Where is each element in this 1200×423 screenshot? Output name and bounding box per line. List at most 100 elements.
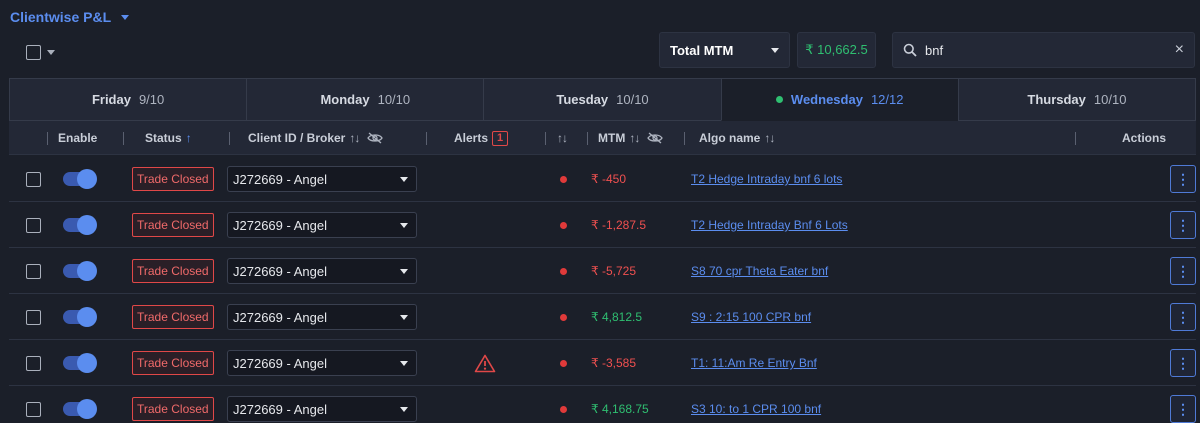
- chevron-down-icon: [400, 176, 408, 182]
- column-divider: [1075, 132, 1076, 145]
- enable-toggle[interactable]: [63, 399, 97, 419]
- enable-toggle[interactable]: [63, 353, 97, 373]
- client-broker-select[interactable]: J272669 - Angel: [227, 350, 417, 376]
- tab-thursday[interactable]: Thursday 10/10: [957, 78, 1197, 121]
- status-dot-icon: [560, 175, 567, 183]
- more-actions-button[interactable]: ⋮: [1170, 349, 1196, 377]
- tab-tuesday[interactable]: Tuesday 10/10: [483, 78, 722, 121]
- enable-cell: [63, 156, 97, 202]
- total-mtm-value: ₹ 10,662.5: [797, 32, 876, 68]
- client-cell: J272669 - Angel: [227, 156, 417, 202]
- client-broker-value: J272669 - Angel: [233, 171, 327, 187]
- algo-cell: T1: 11:Am Re Entry Bnf: [691, 340, 817, 386]
- bulk-select[interactable]: [26, 45, 55, 60]
- column-divider: [587, 132, 588, 145]
- sort-icon[interactable]: ↑↓: [557, 131, 568, 145]
- mtm-value: ₹ 4,812.5: [591, 310, 643, 324]
- client-broker-select[interactable]: J272669 - Angel: [227, 212, 417, 238]
- search-box[interactable]: ×: [892, 32, 1195, 68]
- column-algo[interactable]: Algo name ↑↓: [699, 121, 775, 155]
- row-checkbox[interactable]: [26, 171, 41, 187]
- eye-off-icon[interactable]: [647, 132, 664, 144]
- alerts-count-badge: 1: [492, 130, 509, 146]
- row-select-cell: [26, 340, 41, 386]
- row-checkbox[interactable]: [26, 263, 41, 279]
- column-divider: [123, 132, 124, 145]
- status-dot-cell: [560, 294, 567, 340]
- algo-link[interactable]: T1: 11:Am Re Entry Bnf: [691, 356, 817, 370]
- client-broker-select[interactable]: J272669 - Angel: [227, 304, 417, 330]
- tab-friday[interactable]: Friday 9/10: [9, 78, 248, 121]
- algo-link[interactable]: S8 70 cpr Theta Eater bnf: [691, 264, 829, 278]
- more-actions-button[interactable]: ⋮: [1170, 165, 1196, 193]
- column-status[interactable]: Status ↑: [145, 121, 192, 155]
- tab-wednesday[interactable]: Wednesday 12/12: [720, 78, 959, 121]
- actions-cell: ⋮: [1170, 202, 1196, 248]
- algo-link[interactable]: T2 Hedge Intraday bnf 6 lots: [691, 172, 843, 186]
- algo-link[interactable]: T2 Hedge Intraday Bnf 6 Lots: [691, 218, 848, 232]
- kebab-menu-icon: ⋮: [1176, 400, 1190, 417]
- client-broker-select[interactable]: J272669 - Angel: [227, 166, 417, 192]
- row-checkbox[interactable]: [26, 355, 41, 371]
- eye-off-icon[interactable]: [367, 132, 384, 144]
- more-actions-button[interactable]: ⋮: [1170, 257, 1196, 285]
- chevron-down-icon[interactable]: [47, 50, 55, 55]
- column-alerts-label: Alerts: [454, 131, 489, 145]
- more-actions-button[interactable]: ⋮: [1170, 303, 1196, 331]
- algo-cell: S9 : 2:15 100 CPR bnf: [691, 294, 811, 340]
- select-all-checkbox[interactable]: [26, 45, 41, 60]
- sort-icon[interactable]: ↑↓: [349, 131, 360, 145]
- sort-icon[interactable]: ↑↓: [629, 131, 640, 145]
- tab-count: 10/10: [377, 92, 411, 107]
- status-cell: Trade Closed: [132, 386, 214, 423]
- mtm-value: ₹ -450: [591, 172, 626, 186]
- column-client[interactable]: Client ID / Broker ↑↓: [248, 121, 384, 155]
- status-badge: Trade Closed: [132, 213, 214, 237]
- column-dot-sort[interactable]: ↑↓: [557, 121, 568, 155]
- chevron-down-icon: [121, 15, 130, 20]
- client-broker-select[interactable]: J272669 - Angel: [227, 396, 417, 422]
- enable-cell: [63, 202, 97, 248]
- mtm-value: ₹ -1,287.5: [591, 218, 647, 232]
- status-badge: Trade Closed: [132, 305, 214, 329]
- more-actions-button[interactable]: ⋮: [1170, 211, 1196, 239]
- status-dot-cell: [560, 248, 567, 294]
- enable-toggle[interactable]: [63, 307, 97, 327]
- close-icon[interactable]: ×: [1174, 41, 1184, 58]
- row-checkbox[interactable]: [26, 309, 41, 325]
- warning-icon[interactable]: [474, 354, 496, 373]
- sort-icon[interactable]: ↑↓: [764, 131, 775, 145]
- row-checkbox[interactable]: [26, 217, 41, 233]
- column-mtm[interactable]: MTM ↑↓: [598, 121, 664, 155]
- page-title-dropdown[interactable]: Clientwise P&L: [10, 9, 130, 25]
- search-input[interactable]: [925, 42, 1167, 58]
- tab-day: Thursday: [1027, 92, 1086, 107]
- algo-link[interactable]: S9 : 2:15 100 CPR bnf: [691, 310, 812, 324]
- chevron-down-icon: [400, 406, 408, 412]
- more-actions-button[interactable]: ⋮: [1170, 395, 1196, 423]
- client-broker-value: J272669 - Angel: [233, 309, 327, 325]
- column-enable: Enable: [58, 121, 97, 155]
- enable-toggle[interactable]: [63, 215, 97, 235]
- status-cell: Trade Closed: [132, 248, 214, 294]
- status-dot-icon: [560, 267, 567, 275]
- row-checkbox[interactable]: [26, 401, 41, 417]
- sort-up-icon[interactable]: ↑: [185, 131, 192, 145]
- table-row: Trade Closed J272669 - Angel ₹ -1,287.5 …: [9, 202, 1196, 248]
- page-title: Clientwise P&L: [10, 9, 112, 25]
- algo-link[interactable]: S3 10: to 1 CPR 100 bnf: [691, 402, 822, 416]
- tab-day: Friday: [91, 92, 131, 107]
- status-badge: Trade Closed: [132, 167, 214, 191]
- status-badge: Trade Closed: [132, 397, 214, 421]
- mtm-cell: ₹ -450: [591, 156, 626, 202]
- enable-toggle[interactable]: [63, 169, 97, 189]
- status-dot-cell: [560, 386, 567, 423]
- mtm-type-select[interactable]: Total MTM: [659, 32, 790, 68]
- client-broker-select[interactable]: J272669 - Angel: [227, 258, 417, 284]
- table-row: Trade Closed J272669 - Angel ₹ -5,725 S8…: [9, 248, 1196, 294]
- tab-monday[interactable]: Monday 10/10: [246, 78, 485, 121]
- mtm-cell: ₹ -3,585: [591, 340, 636, 386]
- table-row: Trade Closed J272669 - Angel ₹ 4,168.75 …: [9, 386, 1196, 423]
- kebab-menu-icon: ⋮: [1176, 216, 1190, 233]
- enable-toggle[interactable]: [63, 261, 97, 281]
